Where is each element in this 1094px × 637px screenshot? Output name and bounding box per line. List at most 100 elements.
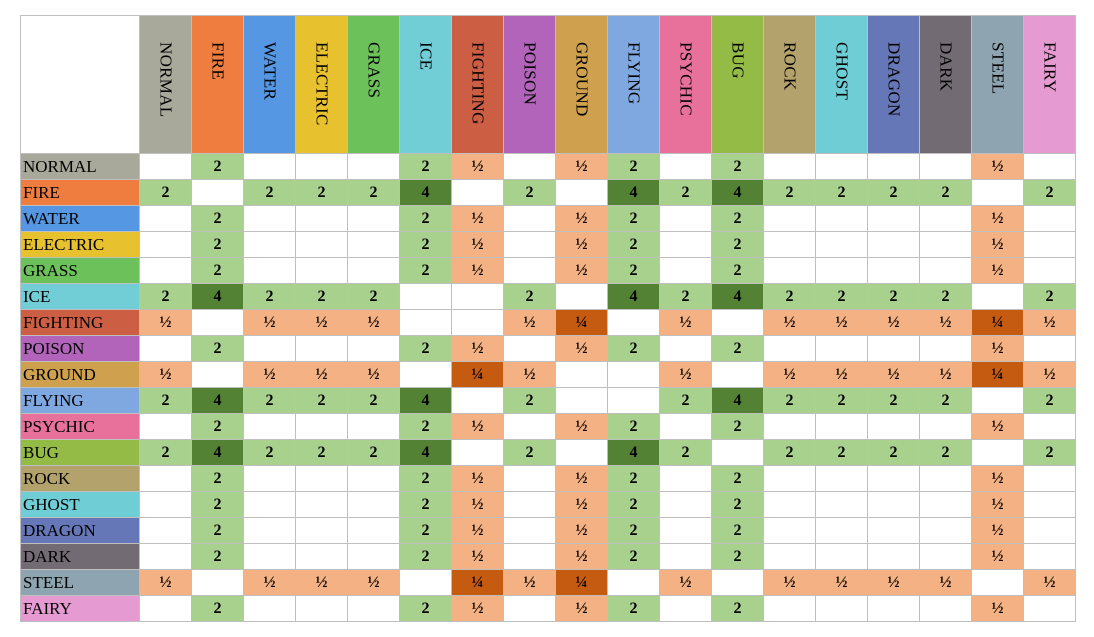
cell (919, 595, 972, 622)
cell: 4 (607, 439, 660, 466)
cell: 2 (139, 179, 192, 206)
cell (867, 543, 920, 570)
cell (243, 517, 296, 544)
cell (867, 491, 920, 518)
cell (763, 413, 816, 440)
column-header: FAIRY (1023, 15, 1076, 154)
cell: 2 (815, 283, 868, 310)
column-label: DARK (936, 42, 956, 92)
cell: ½ (555, 205, 608, 232)
cell (139, 205, 192, 232)
cell: 2 (191, 517, 244, 544)
cell: ½ (451, 153, 504, 180)
cell (295, 413, 348, 440)
cell (1023, 491, 1076, 518)
column-header: NORMAL (139, 15, 192, 154)
column-label: NORMAL (156, 42, 176, 118)
cell: ½ (451, 257, 504, 284)
cell: 4 (191, 387, 244, 414)
column-header: ELECTRIC (295, 15, 348, 154)
cell: 2 (867, 283, 920, 310)
cell (139, 231, 192, 258)
cell (451, 179, 504, 206)
cell (659, 413, 712, 440)
cell (451, 439, 504, 466)
cell: 2 (399, 517, 452, 544)
cell: 4 (399, 439, 452, 466)
cell: 2 (659, 439, 712, 466)
cell: 2 (399, 257, 452, 284)
cell: 2 (815, 387, 868, 414)
cell (139, 465, 192, 492)
cell (659, 257, 712, 284)
cell (347, 257, 400, 284)
column-label: ELECTRIC (312, 42, 332, 126)
cell (763, 595, 816, 622)
cell (243, 257, 296, 284)
cell: ½ (139, 361, 192, 388)
cell (607, 569, 660, 596)
cell (295, 231, 348, 258)
cell (347, 153, 400, 180)
type-row: ELECTRIC 2 2 ½ ½ 2 2 ½ (20, 231, 1076, 258)
cell: 2 (607, 465, 660, 492)
row-header: DRAGON (20, 517, 140, 544)
cell (867, 465, 920, 492)
cell (399, 361, 452, 388)
column-label: FIRE (208, 42, 228, 81)
cell: 4 (607, 283, 660, 310)
cell (763, 543, 816, 570)
cell: ½ (555, 231, 608, 258)
column-label: GRASS (364, 42, 384, 99)
cell (919, 543, 972, 570)
cell (191, 309, 244, 336)
row-header: FAIRY (20, 595, 140, 622)
cell: 2 (191, 413, 244, 440)
cell (1023, 465, 1076, 492)
column-header: GROUND (555, 15, 608, 154)
cell: 2 (503, 179, 556, 206)
cell: 2 (295, 387, 348, 414)
cell (919, 153, 972, 180)
cell: 2 (347, 179, 400, 206)
row-header: GROUND (20, 361, 140, 388)
cell: 2 (659, 283, 712, 310)
cell (243, 543, 296, 570)
cell (711, 309, 764, 336)
cell (243, 205, 296, 232)
type-row: FIRE 2 2 2 2 4 2 4 2 4 2 2 2 2 2 (20, 179, 1076, 206)
cell: ½ (555, 517, 608, 544)
cell: ½ (503, 361, 556, 388)
cell: ½ (555, 491, 608, 518)
cell: ¼ (451, 569, 504, 596)
column-header: POISON (503, 15, 556, 154)
header-row: NORMAL FIRE WATER ELECTRIC GRASS ICE FIGHTING P… (20, 15, 1076, 154)
cell: 2 (763, 439, 816, 466)
cell: ½ (815, 361, 868, 388)
cell (243, 153, 296, 180)
cell (711, 361, 764, 388)
cell: ½ (555, 465, 608, 492)
type-row: GRASS 2 2 ½ ½ 2 2 ½ (20, 257, 1076, 284)
cell: ½ (919, 569, 972, 596)
cell: ½ (555, 413, 608, 440)
corner-cell (20, 15, 140, 154)
type-row: STEEL ½ ½ ½ ½ ¼ ½ ¼ ½ ½ ½ ½ ½ ½ (20, 569, 1076, 596)
cell (919, 517, 972, 544)
cell: 2 (763, 283, 816, 310)
cell (347, 491, 400, 518)
cell: 2 (867, 439, 920, 466)
cell (815, 595, 868, 622)
row-header: PSYCHIC (20, 413, 140, 440)
cell (763, 517, 816, 544)
cell (243, 335, 296, 362)
cell (763, 231, 816, 258)
type-chart: NORMAL FIRE WATER ELECTRIC GRASS ICE FIGHTING P… (20, 15, 1076, 622)
column-label: BUG (728, 42, 748, 79)
cell: ½ (1023, 361, 1076, 388)
cell: 4 (711, 283, 764, 310)
cell (295, 517, 348, 544)
cell (815, 413, 868, 440)
cell (139, 335, 192, 362)
